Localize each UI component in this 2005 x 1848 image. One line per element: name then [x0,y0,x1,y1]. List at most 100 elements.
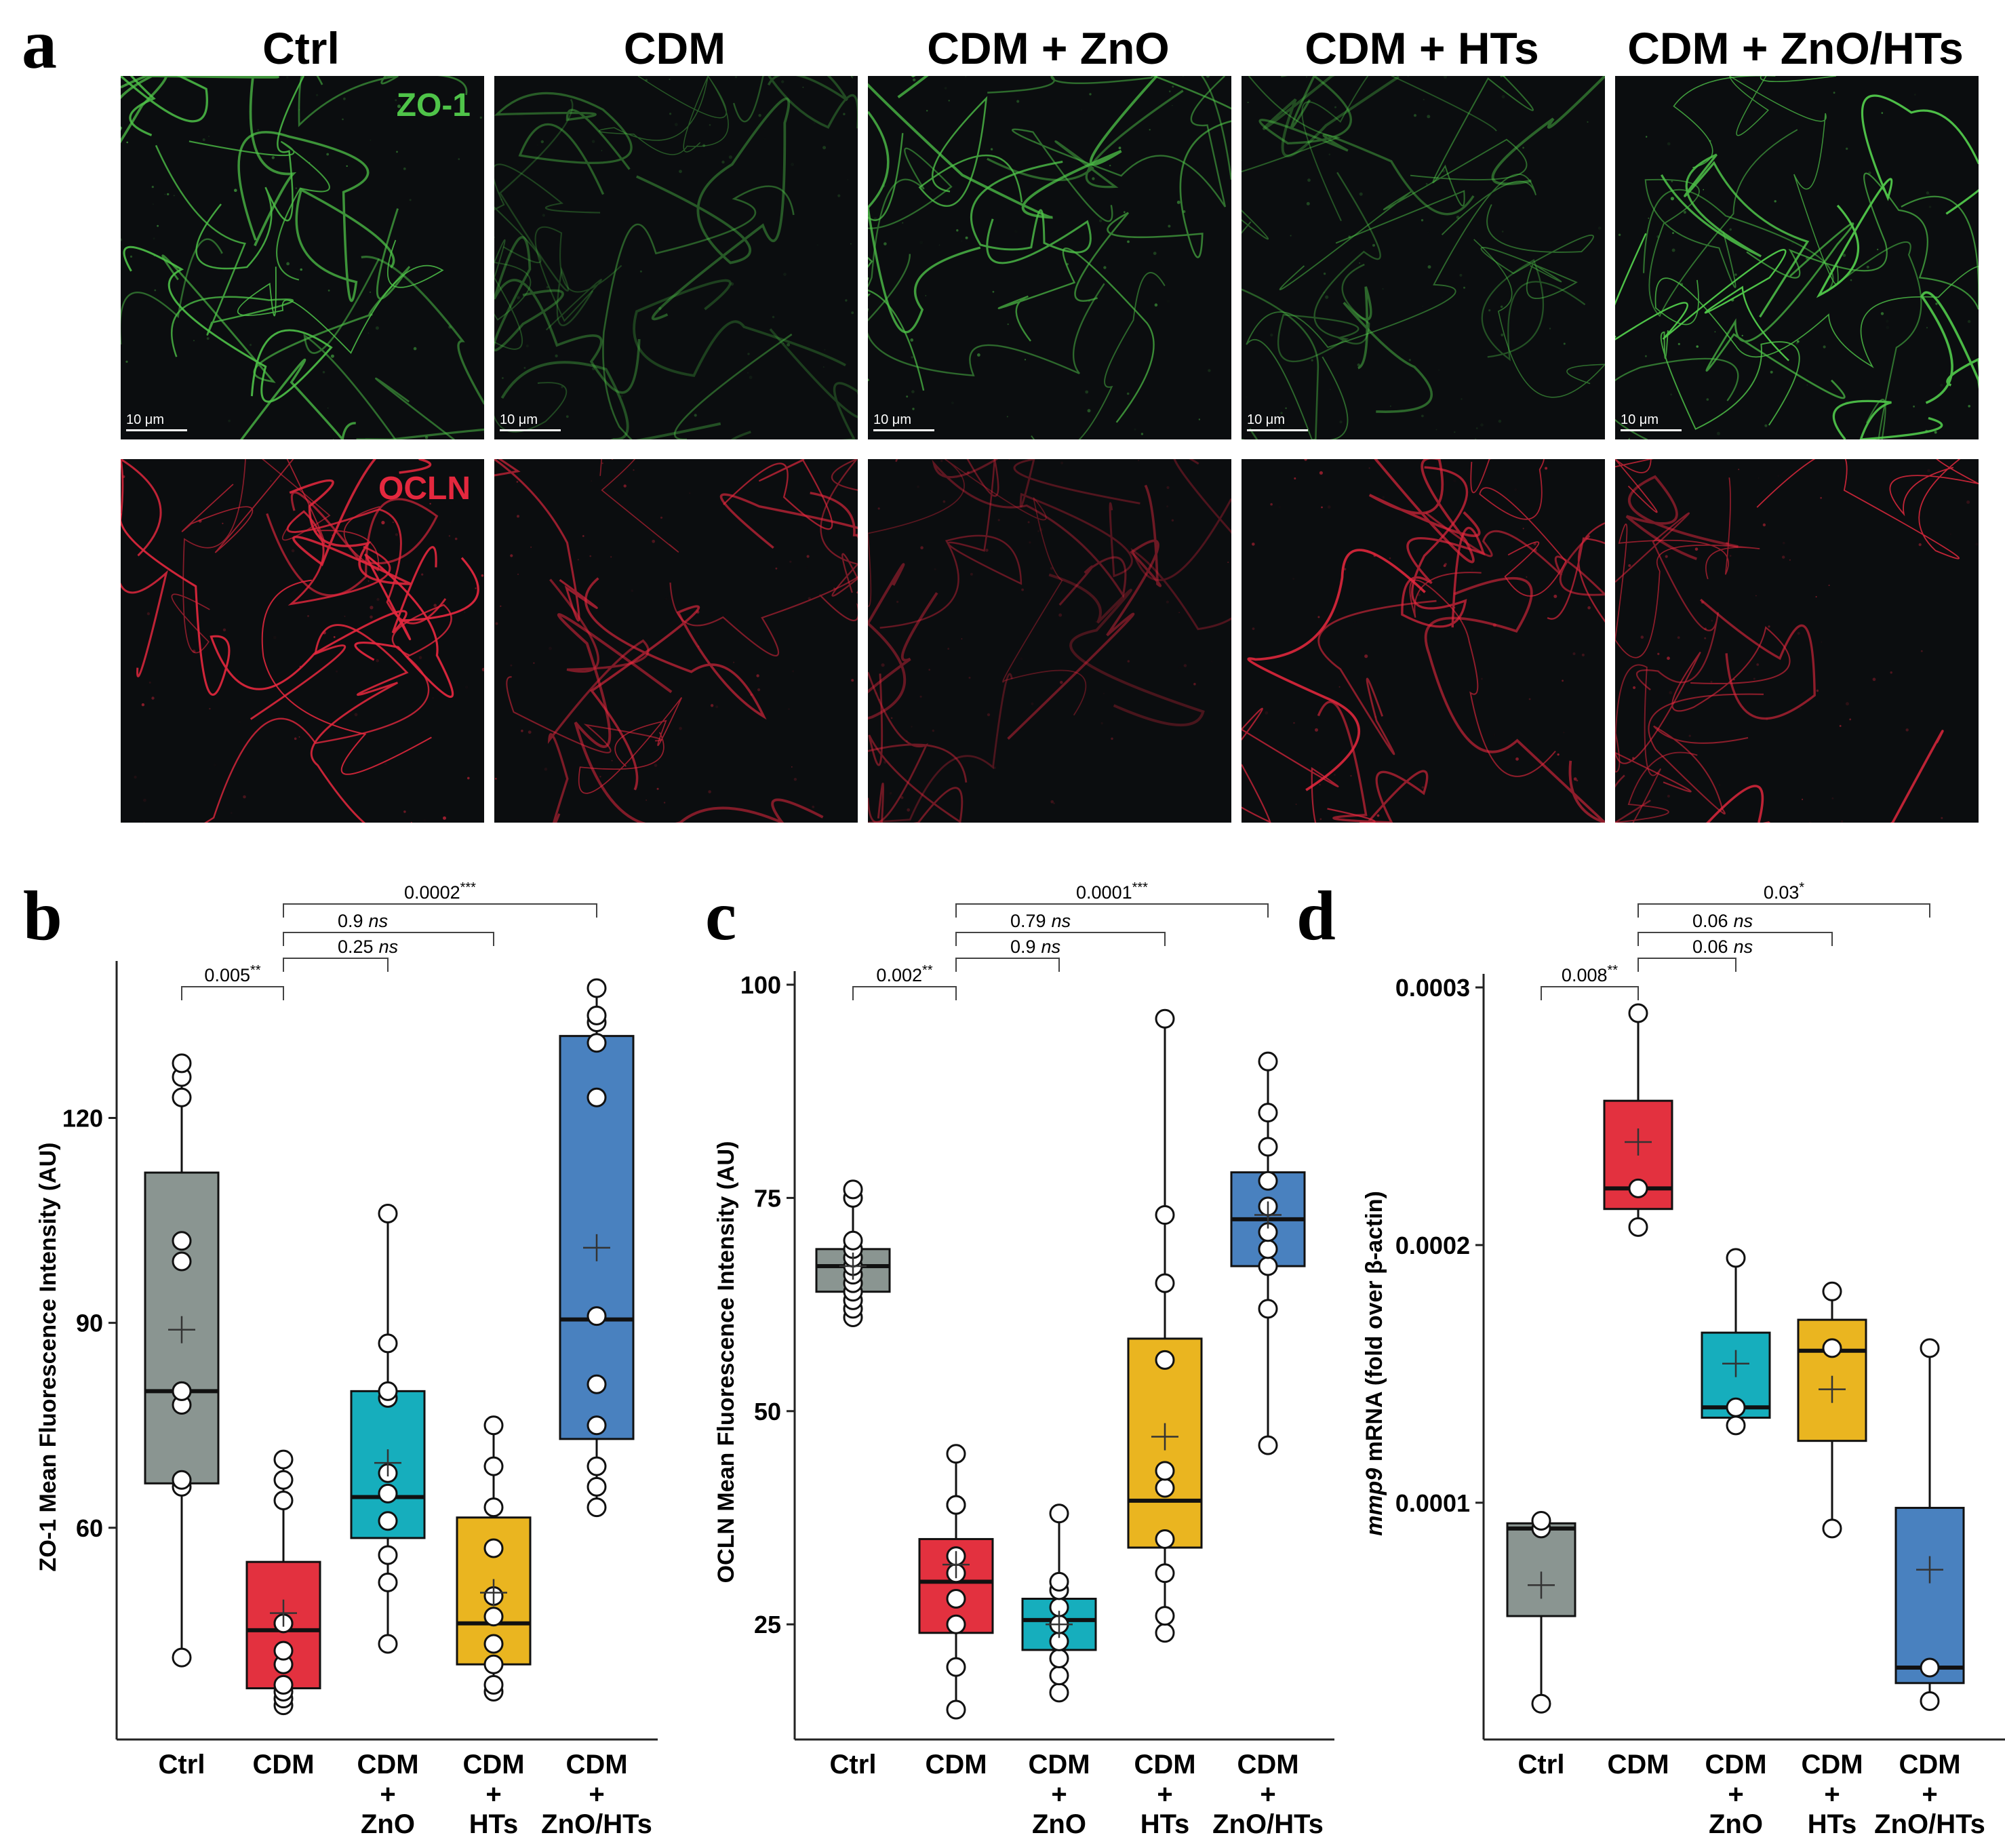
speckle [1016,100,1020,103]
micrograph-image [1615,459,1979,823]
speckle [808,597,812,601]
cell-junction [143,604,452,823]
data-point [378,1381,398,1401]
speckle [1039,528,1043,532]
cell-junction [719,492,858,549]
speckle [601,150,603,151]
speckle [747,353,750,355]
speckle [1833,92,1835,94]
cell-junction [303,258,455,439]
data-point [1258,1435,1278,1455]
speckle [925,295,927,296]
speckle [970,572,973,576]
speckle [1423,98,1425,100]
x-category-label-line: + [1157,1780,1172,1809]
micrograph-zo-1-2: 10 μm [494,76,858,439]
speckle [1966,500,1970,504]
cell-junction [195,76,305,270]
speckle [1905,728,1909,732]
speckle [1109,164,1111,167]
x-category-label: CDM + ZnO/HTs [541,1750,652,1839]
speckle [202,138,205,141]
speckle [287,390,289,391]
speckle [424,435,429,439]
scale-bar: 10 μm [126,412,194,431]
speckle [806,555,810,558]
speckle [1849,718,1852,721]
data-point [587,1476,607,1497]
speckle [528,730,532,734]
speckle [1417,593,1421,597]
speckle [230,812,233,814]
speckle [1706,398,1709,401]
speckle [965,236,968,239]
cell-junction [1242,76,1341,240]
speckle [592,367,595,370]
speckle [479,116,482,119]
speckle [1911,785,1913,787]
speckle [433,604,437,607]
speckle [1168,90,1171,93]
speckle [1913,406,1915,408]
speckle [1839,725,1842,727]
speckle [1501,95,1505,99]
speckle [783,273,787,276]
speckle [323,631,326,635]
data-point [946,1699,966,1720]
speckle [327,407,329,409]
speckle [1295,804,1297,805]
speckle [1425,182,1428,185]
speckle [379,686,382,689]
cell-junction [181,459,380,572]
speckle [370,292,371,293]
speckle [1208,369,1211,372]
speckle [207,136,210,138]
speckle [1730,298,1734,302]
speckle [375,326,379,330]
speckle [1053,802,1055,804]
speckle [1797,631,1800,635]
cell-junction [261,579,432,775]
y-tick-label: 100 [740,971,781,999]
speckle [322,371,325,374]
speckle [1704,637,1707,640]
speckle [285,76,289,79]
speckle [1500,305,1503,309]
speckle [1007,323,1009,326]
data-point [1258,1051,1278,1072]
speckle [721,160,725,164]
speckle [1557,753,1560,756]
speckle [1667,795,1670,798]
speckle [1640,635,1644,639]
speckle [1247,102,1249,103]
cell-junction [633,279,846,377]
data-point [483,1634,504,1654]
data-point [843,1179,863,1200]
cell-junction [121,238,223,345]
cell-junction [1547,522,1605,623]
x-category-label: CDM + HTs [462,1750,524,1839]
speckle [961,240,963,242]
speckle [1323,272,1326,275]
speckle [791,163,795,166]
speckle [1193,682,1196,686]
speckle [1821,641,1823,643]
speckle [234,189,237,192]
speckle [206,337,210,340]
y-tick-label: 90 [76,1310,103,1337]
x-category-label: CDM [925,1750,987,1780]
speckle [1806,385,1808,386]
speckle [354,713,358,717]
speckle [510,664,513,667]
speckle [977,353,980,357]
cell-junction [1470,459,1567,597]
speckle [850,243,852,245]
speckle [1935,302,1938,305]
data-point [1155,1623,1175,1643]
speckle [730,282,734,286]
cell-junction [121,76,208,136]
x-category-label-line: + [1728,1780,1743,1809]
cell-junction [1409,572,1556,777]
speckle [1359,262,1361,264]
